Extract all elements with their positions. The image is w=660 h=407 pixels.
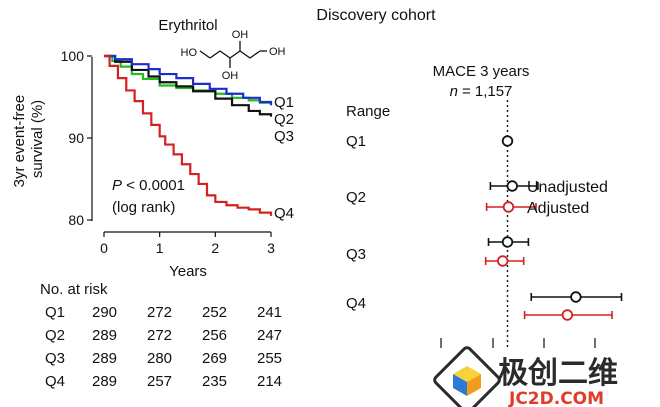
compound-label: Erythritol xyxy=(158,17,217,34)
risk-cell: 272 xyxy=(147,304,173,321)
estimate-marker xyxy=(501,236,514,248)
forest-row-label-q3: Q3 xyxy=(346,246,366,263)
watermark-logo: 极创二维 JC2D.COM xyxy=(433,346,618,407)
km-x-axis-label: Years xyxy=(169,263,207,280)
forest-points xyxy=(484,135,623,321)
oh-label: OH xyxy=(232,29,249,41)
risk-cell: 256 xyxy=(202,327,228,344)
forest-plot: MACE 3 years n = 1,157 Range Q1 Q2 Q3 Q4 Una… xyxy=(346,63,623,350)
forest-point-unadjusted-q1 xyxy=(501,135,514,147)
forest-row-label-q4: Q4 xyxy=(346,295,366,312)
km-x-tick-label: 2 xyxy=(211,240,219,256)
km-y-axis-label: 3yr event-free survival (%) xyxy=(11,91,46,188)
km-x-tick-label: 1 xyxy=(156,240,164,256)
risk-cell: 289 xyxy=(92,373,118,390)
km-x-tick-label: 0 xyxy=(100,240,108,256)
risk-row-label: Q4 xyxy=(45,373,66,390)
risk-cell: 289 xyxy=(92,350,118,367)
forest-subtitle: n = 1,157 xyxy=(450,83,513,100)
km-line-q4 xyxy=(104,54,273,216)
forest-range-label: Range xyxy=(346,103,390,120)
forest-row-labels: Q1 Q2 Q3 Q4 xyxy=(346,133,366,312)
logrank-p-value: P < 0.0001 xyxy=(112,177,185,194)
logo-cube-left xyxy=(453,374,467,396)
km-series-label-q3: Q3 xyxy=(274,128,294,145)
km-x-ticks: 0 1 2 3 xyxy=(100,232,275,256)
risk-cell: 235 xyxy=(202,373,228,390)
forest-row-label-q1: Q1 xyxy=(346,133,366,150)
km-y-axis-label-line: survival (%) xyxy=(29,100,46,178)
forest-point-adjusted-q3 xyxy=(484,255,525,267)
forest-title: MACE 3 years xyxy=(433,63,530,80)
km-series-lines xyxy=(104,54,273,216)
risk-cell: 241 xyxy=(257,304,283,321)
km-survival-chart: 3yr event-free survival (%) Years 809010… xyxy=(11,48,294,280)
km-y-ticks: 80 90 100 xyxy=(61,48,92,228)
risk-cell: 272 xyxy=(147,327,173,344)
risk-cell: 252 xyxy=(202,304,228,321)
km-y-tick-label: 100 xyxy=(61,48,85,64)
km-x-tick-label: 3 xyxy=(267,240,275,256)
carbon-chain xyxy=(209,50,261,59)
figure-title: Discovery cohort xyxy=(316,7,436,24)
legend-adjusted: Adjusted xyxy=(527,200,589,217)
risk-cell: 290 xyxy=(92,304,118,321)
watermark-text: 极创二维 xyxy=(498,356,618,391)
risk-cell: 247 xyxy=(257,327,283,344)
watermark-domain: JC2D.COM xyxy=(508,389,604,407)
oh-label: OH xyxy=(222,70,239,82)
oh-label: HO xyxy=(181,47,198,59)
logo-cube-right xyxy=(467,374,481,396)
estimate-marker xyxy=(502,201,515,213)
forest-legend: Unadjusted Adjusted xyxy=(527,179,608,217)
km-series-label-q1: Q1 xyxy=(274,94,294,111)
risk-row-label: Q1 xyxy=(45,304,66,321)
km-y-tick-label: 90 xyxy=(68,130,84,146)
forest-point-unadjusted-q4 xyxy=(530,291,623,303)
forest-x-axis xyxy=(440,338,596,348)
estimate-marker xyxy=(570,291,582,303)
risk-table-title: No. at risk xyxy=(40,281,108,298)
logrank-label: (log rank) xyxy=(112,199,175,216)
forest-point-unadjusted-q2 xyxy=(489,180,539,192)
risk-cell: 255 xyxy=(257,350,283,367)
risk-cell: 269 xyxy=(202,350,228,367)
erythritol-structure: Erythritol HO OH OH OH xyxy=(158,17,285,82)
km-line-q3 xyxy=(104,54,273,106)
km-line-q1 xyxy=(104,54,273,105)
legend-unadjusted: Unadjusted xyxy=(527,179,608,196)
km-y-tick-label: 80 xyxy=(68,212,84,228)
km-series-label-q2: Q2 xyxy=(274,111,294,128)
forest-point-unadjusted-q3 xyxy=(487,236,530,248)
estimate-marker xyxy=(561,309,574,321)
risk-row-label: Q2 xyxy=(45,327,66,344)
oh-label: OH xyxy=(269,46,286,58)
forest-point-adjusted-q2 xyxy=(485,201,537,213)
km-y-axis-label-line: 3yr event-free xyxy=(11,95,28,188)
risk-cell: 214 xyxy=(257,373,283,390)
risk-cell: 280 xyxy=(147,350,173,367)
km-line-q2 xyxy=(104,54,273,117)
estimate-marker xyxy=(501,135,514,147)
risk-cell: 257 xyxy=(147,373,173,390)
estimate-marker xyxy=(506,180,518,192)
forest-row-label-q2: Q2 xyxy=(346,189,366,206)
estimate-marker xyxy=(497,255,509,267)
risk-row-label: Q3 xyxy=(45,350,66,367)
risk-cell: 289 xyxy=(92,327,118,344)
forest-point-adjusted-q4 xyxy=(523,309,613,321)
bond-ho xyxy=(199,50,211,59)
km-series-label-q4: Q4 xyxy=(274,205,294,222)
